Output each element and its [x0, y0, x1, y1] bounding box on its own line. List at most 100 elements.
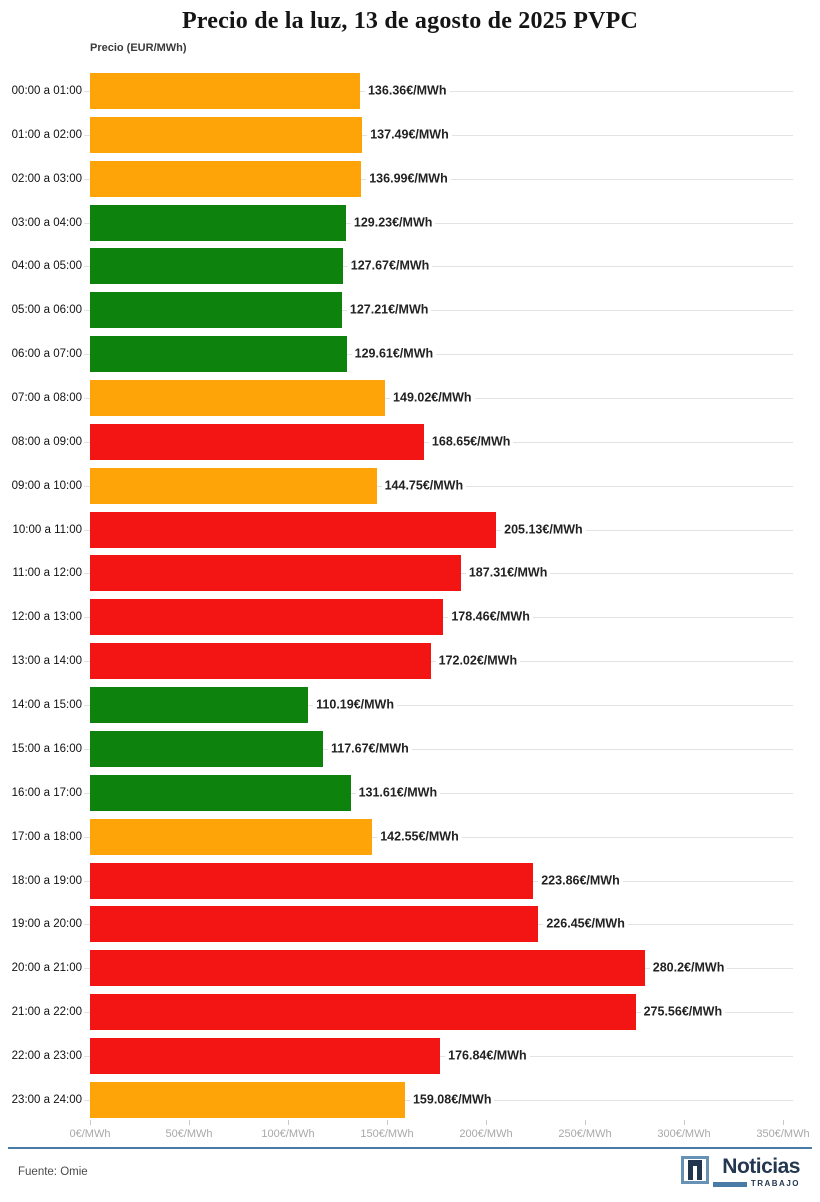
hour-label: 02:00 a 03:00 — [11, 172, 82, 185]
x-axis-tick — [684, 1120, 685, 1125]
price-bar — [90, 467, 377, 504]
price-bar — [90, 950, 645, 987]
x-axis-tick-label: 0€/MWh — [69, 1128, 111, 1140]
hour-label: 10:00 a 11:00 — [12, 523, 83, 536]
price-bar — [90, 1038, 441, 1075]
x-axis-tick — [189, 1120, 190, 1125]
chart-row: 03:00 a 04:00 129.23€/MWh — [0, 201, 820, 245]
price-bar — [90, 862, 534, 899]
price-value-label: 127.67€/MWh — [347, 258, 433, 275]
x-axis-tick-label: 300€/MWh — [657, 1128, 711, 1140]
x-axis-tick — [486, 1120, 487, 1125]
hour-label: 14:00 a 15:00 — [11, 698, 82, 711]
brand-accent-bar — [712, 1181, 747, 1187]
chart-row: 09:00 a 10:00 144.75€/MWh — [0, 464, 820, 508]
chart-row: 21:00 a 22:00 275.56€/MWh — [0, 990, 820, 1034]
noticias-trabajo-logo: Noticias TRABAJO — [680, 1155, 800, 1188]
chart-row: 08:00 a 09:00 168.65€/MWh — [0, 420, 820, 464]
chart-row: 16:00 a 17:00 131.61€/MWh — [0, 771, 820, 815]
price-bar — [90, 116, 363, 153]
price-value-label: 178.46€/MWh — [448, 609, 533, 626]
row-gridline — [84, 222, 793, 224]
x-axis-tick-label: 150€/MWh — [360, 1128, 414, 1140]
source-caption: Fuente: Omie — [18, 1166, 88, 1178]
hour-label: 17:00 a 18:00 — [11, 830, 82, 843]
x-axis-tick-label: 100€/MWh — [261, 1128, 315, 1140]
hour-label: 09:00 a 10:00 — [11, 479, 82, 492]
chart-row: 11:00 a 12:00 187.31€/MWh — [0, 552, 820, 596]
chart-row: 01:00 a 02:00 137.49€/MWh — [0, 113, 820, 157]
brand-subname: TRABAJO — [750, 1179, 800, 1188]
chart-row: 02:00 a 03:00 136.99€/MWh — [0, 157, 820, 201]
price-bar — [90, 248, 343, 285]
hour-label: 01:00 a 02:00 — [11, 128, 82, 141]
price-value-label: 275.56€/MWh — [640, 1003, 726, 1020]
row-gridline — [84, 354, 793, 356]
chart-row: 07:00 a 08:00 149.02€/MWh — [0, 376, 820, 420]
price-bar — [90, 511, 497, 548]
price-value-label: 129.61€/MWh — [351, 345, 437, 362]
hour-label: 23:00 a 24:00 — [11, 1093, 82, 1106]
row-gridline — [84, 310, 793, 312]
price-value-label: 149.02€/MWh — [390, 389, 475, 406]
price-value-label: 159.08€/MWh — [409, 1091, 495, 1108]
price-value-label: 136.36€/MWh — [364, 82, 450, 99]
price-value-label: 280.2€/MWh — [649, 959, 728, 976]
x-axis-tick — [387, 1120, 388, 1125]
hour-label: 19:00 a 20:00 — [11, 918, 82, 931]
price-bar — [90, 423, 424, 460]
chart-row: 18:00 a 19:00 223.86€/MWh — [0, 859, 820, 903]
price-bar — [90, 599, 444, 636]
x-axis-tick-label: 350€/MWh — [756, 1128, 810, 1140]
x-axis-tick-label: 50€/MWh — [165, 1128, 213, 1140]
price-value-label: 223.86€/MWh — [538, 872, 623, 889]
price-value-label: 127.21€/MWh — [346, 301, 432, 318]
price-value-label: 136.99€/MWh — [366, 170, 451, 187]
hour-label: 06:00 a 07:00 — [11, 347, 82, 360]
price-bar — [90, 160, 362, 197]
price-bar — [90, 72, 360, 109]
price-bar — [90, 906, 539, 943]
footer-divider — [8, 1147, 812, 1149]
hour-label: 15:00 a 16:00 — [11, 742, 82, 755]
brand-subrow: TRABAJO — [712, 1179, 800, 1188]
price-value-label: 142.55€/MWh — [377, 828, 462, 845]
price-bar — [90, 994, 636, 1031]
hour-label: 03:00 a 04:00 — [11, 216, 82, 229]
hour-label: 22:00 a 23:00 — [11, 1049, 82, 1062]
price-bar — [90, 687, 309, 724]
chart-row: 17:00 a 18:00 142.55€/MWh — [0, 815, 820, 859]
hour-label: 08:00 a 09:00 — [11, 435, 82, 448]
chart-row: 14:00 a 15:00 110.19€/MWh — [0, 683, 820, 727]
price-value-label: 205.13€/MWh — [501, 521, 586, 538]
price-bar — [90, 204, 346, 241]
chart-row: 05:00 a 06:00 127.21€/MWh — [0, 288, 820, 332]
chart-row: 22:00 a 23:00 176.84€/MWh — [0, 1034, 820, 1078]
hour-label: 18:00 a 19:00 — [11, 874, 82, 887]
chart-row: 10:00 a 11:00 205.13€/MWh — [0, 508, 820, 552]
chart-row: 23:00 a 24:00 159.08€/MWh — [0, 1078, 820, 1122]
chart-row: 19:00 a 20:00 226.45€/MWh — [0, 903, 820, 947]
x-axis-tick — [783, 1120, 784, 1125]
price-bar — [90, 555, 461, 592]
x-axis-tick — [585, 1120, 586, 1125]
chart-row: 20:00 a 21:00 280.2€/MWh — [0, 946, 820, 990]
chart-row: 12:00 a 13:00 178.46€/MWh — [0, 595, 820, 639]
chart-row: 06:00 a 07:00 129.61€/MWh — [0, 332, 820, 376]
hour-label: 16:00 a 17:00 — [11, 786, 82, 799]
price-bar — [90, 774, 351, 811]
hour-label: 13:00 a 14:00 — [11, 654, 82, 667]
hour-label: 21:00 a 22:00 — [11, 1005, 82, 1018]
brand-name: Noticias — [722, 1155, 800, 1178]
price-bar — [90, 643, 431, 680]
price-value-label: 144.75€/MWh — [381, 477, 467, 494]
chart-row: 04:00 a 05:00 127.67€/MWh — [0, 244, 820, 288]
chart-row: 00:00 a 01:00 136.36€/MWh — [0, 69, 820, 113]
x-axis-tick — [90, 1120, 91, 1125]
chart-title: Precio de la luz, 13 de agosto de 2025 P… — [181, 8, 639, 34]
price-value-label: 168.65€/MWh — [428, 433, 514, 450]
price-value-label: 187.31€/MWh — [465, 565, 551, 582]
price-value-label: 110.19€/MWh — [313, 696, 397, 713]
brand-text: Noticias TRABAJO — [712, 1155, 800, 1188]
